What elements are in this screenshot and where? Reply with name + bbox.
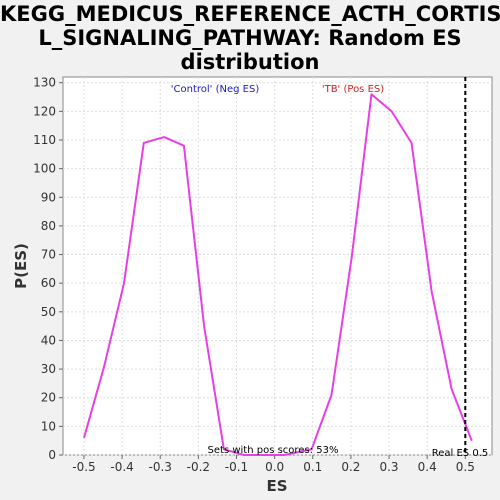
x-axis-label: ES	[266, 477, 287, 495]
y-axis-ticks: 0 10 20 30 40 50 60 70 80 90 100 110 120 130	[33, 76, 63, 462]
chart-title: KEGG_MEDICUS_REFERENCE_ACTH_CORTISO L_SI…	[0, 2, 500, 74]
x-tick-label: 0.5	[456, 460, 475, 474]
y-tick-label: 0	[48, 448, 56, 462]
x-tick-label: -0.3	[149, 460, 172, 474]
y-tick-label: 120	[33, 104, 56, 118]
y-tick-label: 30	[41, 362, 56, 376]
title-line-2: L_SIGNALING_PATHWAY: Random ES	[38, 26, 462, 50]
x-tick-label: -0.4	[110, 460, 133, 474]
x-tick-label: 0.1	[303, 460, 322, 474]
y-tick-label: 110	[33, 133, 56, 147]
x-tick-label: 0.0	[265, 460, 284, 474]
y-tick-label: 10	[41, 419, 56, 433]
x-tick-label: -0.2	[187, 460, 210, 474]
x-tick-label: -0.5	[72, 460, 95, 474]
y-tick-label: 20	[41, 391, 56, 405]
x-tick-label: -0.1	[225, 460, 248, 474]
title-line-1: KEGG_MEDICUS_REFERENCE_ACTH_CORTISO	[0, 2, 500, 26]
x-tick-label: 0.2	[341, 460, 360, 474]
pos-es-label: 'TB' (Pos ES)	[322, 84, 384, 95]
x-tick-label: 0.3	[379, 460, 398, 474]
series-layer	[83, 93, 473, 456]
y-tick-label: 60	[41, 276, 56, 290]
y-axis-label: P(ES)	[12, 243, 30, 289]
neg-es-label: 'Control' (Neg ES)	[171, 84, 260, 95]
y-tick-label: 90	[41, 190, 56, 204]
y-tick-label: 100	[33, 162, 56, 176]
y-tick-label: 50	[41, 305, 56, 319]
y-tick-label: 70	[41, 248, 56, 262]
y-tick-label: 80	[41, 219, 56, 233]
es-distribution-line	[83, 93, 473, 456]
real-es-label: Real ES 0.5	[432, 448, 488, 459]
x-axis-ticks: -0.5 -0.4 -0.3 -0.2 -0.1 0.0 0.1 0.2 0.3 0.4 0.5	[72, 455, 475, 474]
sets-with-pos-scores-label: Sets with pos scores: 53%	[208, 445, 339, 456]
title-line-3: distribution	[180, 50, 320, 74]
y-tick-label: 130	[33, 76, 56, 90]
x-tick-label: 0.4	[418, 460, 437, 474]
y-tick-label: 40	[41, 333, 56, 347]
